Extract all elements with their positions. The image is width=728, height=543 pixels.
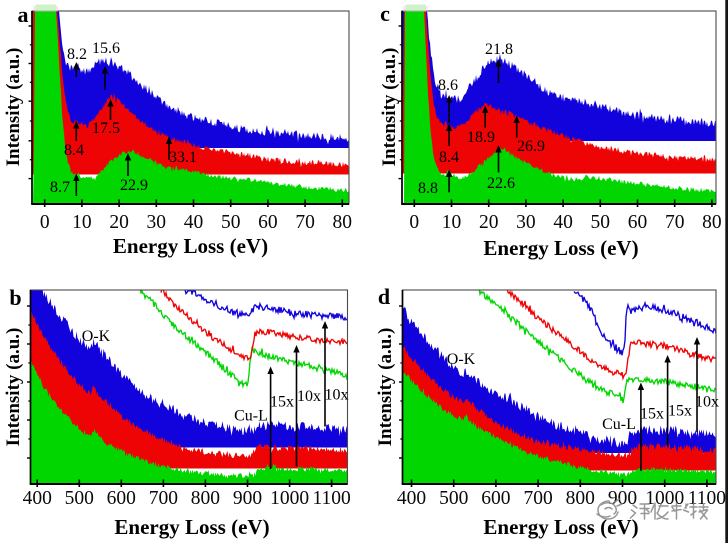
svg-text:40: 40 [184, 212, 204, 233]
svg-text:20: 20 [109, 212, 129, 233]
svg-text:30: 30 [147, 212, 167, 233]
svg-text:900: 900 [233, 488, 262, 509]
svg-text:1100: 1100 [312, 488, 350, 509]
svg-text:80: 80 [333, 212, 353, 233]
svg-text:O-K: O-K [447, 351, 476, 368]
svg-text:1100: 1100 [688, 488, 726, 509]
svg-text:900: 900 [608, 488, 637, 509]
svg-text:b: b [9, 285, 21, 310]
svg-text:8.7: 8.7 [50, 179, 70, 196]
svg-text:15x: 15x [668, 403, 692, 420]
svg-text:400: 400 [397, 488, 426, 509]
svg-text:600: 600 [107, 488, 136, 509]
svg-text:a: a [18, 2, 29, 27]
svg-text:15x: 15x [640, 406, 664, 423]
svg-text:O-K: O-K [82, 328, 111, 345]
svg-text:Energy Loss (eV): Energy Loss (eV) [483, 515, 638, 539]
svg-text:Intensity (a.u.): Intensity (a.u.) [3, 48, 24, 167]
svg-text:Energy Loss (eV): Energy Loss (eV) [483, 236, 638, 260]
svg-text:22.6: 22.6 [487, 175, 515, 192]
svg-text:30: 30 [516, 212, 536, 233]
svg-text:600: 600 [481, 488, 510, 509]
svg-text:Energy Loss (eV): Energy Loss (eV) [113, 234, 268, 258]
svg-text:80: 80 [702, 212, 722, 233]
svg-text:70: 70 [665, 212, 685, 233]
svg-text:33.1: 33.1 [169, 149, 197, 166]
svg-text:400: 400 [23, 488, 52, 509]
svg-text:800: 800 [566, 488, 595, 509]
svg-text:8.2: 8.2 [67, 46, 87, 63]
svg-text:Intensity (a.u.): Intensity (a.u.) [379, 48, 400, 167]
svg-text:10x: 10x [695, 394, 719, 411]
svg-text:15x: 15x [270, 394, 294, 411]
svg-text:1000: 1000 [270, 488, 309, 509]
svg-text:50: 50 [221, 212, 241, 233]
svg-text:0: 0 [40, 212, 50, 233]
svg-text:60: 60 [628, 212, 648, 233]
svg-text:500: 500 [65, 488, 94, 509]
svg-text:700: 700 [523, 488, 552, 509]
svg-text:Energy Loss (eV): Energy Loss (eV) [114, 515, 269, 539]
svg-text:21.8: 21.8 [485, 41, 513, 58]
svg-text:c: c [380, 1, 390, 26]
svg-text:0: 0 [409, 212, 419, 233]
svg-text:20: 20 [479, 212, 499, 233]
svg-text:Cu-L: Cu-L [602, 416, 636, 433]
svg-text:18.9: 18.9 [467, 129, 495, 146]
svg-text:10x: 10x [325, 387, 349, 404]
svg-text:15.6: 15.6 [92, 40, 120, 57]
svg-text:8.4: 8.4 [64, 142, 84, 159]
svg-text:22.9: 22.9 [120, 177, 148, 194]
svg-text:800: 800 [191, 488, 220, 509]
svg-text:10: 10 [442, 212, 462, 233]
svg-text:8.8: 8.8 [418, 180, 438, 197]
svg-text:50: 50 [591, 212, 611, 233]
svg-text:Intensity (a.u.): Intensity (a.u.) [375, 328, 396, 447]
svg-text:8.4: 8.4 [439, 149, 459, 166]
svg-text:d: d [378, 284, 390, 309]
svg-text:60: 60 [258, 212, 278, 233]
svg-text:Intensity (a.u.): Intensity (a.u.) [3, 328, 24, 447]
svg-text:17.5: 17.5 [92, 120, 120, 137]
svg-text:10x: 10x [297, 388, 321, 405]
svg-text:700: 700 [149, 488, 178, 509]
svg-text:8.6: 8.6 [438, 77, 458, 94]
svg-text:70: 70 [295, 212, 315, 233]
svg-text:500: 500 [439, 488, 468, 509]
svg-text:Cu-L: Cu-L [234, 408, 268, 425]
svg-text:10: 10 [72, 212, 92, 233]
svg-text:26.9: 26.9 [517, 138, 545, 155]
svg-text:40: 40 [553, 212, 573, 233]
